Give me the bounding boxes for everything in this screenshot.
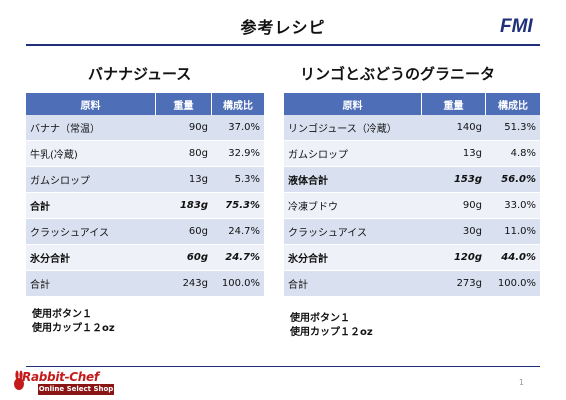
ingredient-cell: クラッシュアイス bbox=[284, 219, 422, 245]
ingredient-cell: 牛乳(冷蔵) bbox=[26, 141, 156, 167]
banana-rows: バナナ（常温） 90g 37.0% 牛乳(冷蔵) 80g 32.9% ガムシロップ 13g 5.… bbox=[26, 115, 264, 297]
ratio-cell: 24.7% bbox=[212, 245, 264, 271]
ratio-cell: 33.0% bbox=[486, 193, 540, 219]
table-row: クラッシュアイス 60g 24.7% bbox=[26, 219, 264, 245]
ingredient-cell: 液体合計 bbox=[284, 167, 422, 193]
ingredient-cell: ガムシロップ bbox=[26, 167, 156, 193]
ratio-cell: 100.0% bbox=[486, 271, 540, 297]
footer-brand: Rabbit-Chef bbox=[22, 370, 99, 384]
weight-cell: 120g bbox=[422, 245, 486, 271]
ratio-cell: 4.8% bbox=[486, 141, 540, 167]
ingredient-cell: 合計 bbox=[26, 271, 156, 297]
note-cup: 使用カップ１２oz bbox=[32, 323, 115, 334]
table-row: ガムシロップ 13g 5.3% bbox=[26, 167, 264, 193]
table-row: ガムシロップ 13g 4.8% bbox=[284, 141, 540, 167]
recipe-title-granita: リンゴとぶどうのグラニータ bbox=[300, 65, 496, 83]
weight-cell: 153g bbox=[422, 167, 486, 193]
recipe-title-banana: バナナジュース bbox=[88, 65, 192, 83]
ingredient-cell: 合計 bbox=[26, 193, 156, 219]
table-row: 合計 273g 100.0% bbox=[284, 271, 540, 297]
ratio-cell: 32.9% bbox=[212, 141, 264, 167]
weight-cell: 90g bbox=[422, 193, 486, 219]
table-row: 合計 183g 75.3% bbox=[26, 193, 264, 219]
table-row: リンゴジュース（冷蔵） 140g 51.3% bbox=[284, 115, 540, 141]
ingredient-cell: リンゴジュース（冷蔵） bbox=[284, 115, 422, 141]
fmi-logo: FMI bbox=[500, 16, 533, 36]
table-row: 牛乳(冷蔵) 80g 32.9% bbox=[26, 141, 264, 167]
table-row: 氷分合計 120g 44.0% bbox=[284, 245, 540, 271]
granita-recipe-table: 原料 重量 構成比 リンゴジュース（冷蔵） 140g 51.3% ガムシロップ 13g 4… bbox=[284, 93, 540, 297]
table-row: 液体合計 153g 56.0% bbox=[284, 167, 540, 193]
table-row: 合計 243g 100.0% bbox=[26, 271, 264, 297]
ingredient-cell: ガムシロップ bbox=[284, 141, 422, 167]
ingredient-cell: 氷分合計 bbox=[26, 245, 156, 271]
granita-notes: 使用ボタン１ 使用カップ１２oz bbox=[290, 312, 373, 340]
ratio-cell: 51.3% bbox=[486, 115, 540, 141]
page-number: 1 bbox=[518, 378, 524, 387]
weight-cell: 243g bbox=[156, 271, 212, 297]
weight-cell: 80g bbox=[156, 141, 212, 167]
ingredient-cell: クラッシュアイス bbox=[26, 219, 156, 245]
table-header-row: 原料 重量 構成比 bbox=[284, 93, 540, 115]
ratio-cell: 75.3% bbox=[212, 193, 264, 219]
ratio-cell: 100.0% bbox=[212, 271, 264, 297]
ratio-cell: 11.0% bbox=[486, 219, 540, 245]
weight-cell: 183g bbox=[156, 193, 212, 219]
footer-rule bbox=[26, 366, 540, 367]
note-cup: 使用カップ１２oz bbox=[290, 327, 373, 338]
header-ratio: 構成比 bbox=[486, 93, 540, 115]
ratio-cell: 24.7% bbox=[212, 219, 264, 245]
note-button: 使用ボタン１ bbox=[32, 309, 92, 320]
ratio-cell: 37.0% bbox=[212, 115, 264, 141]
weight-cell: 60g bbox=[156, 245, 212, 271]
table-row: 冷凍ブドウ 90g 33.0% bbox=[284, 193, 540, 219]
ingredient-cell: 合計 bbox=[284, 271, 422, 297]
banana-recipe-table: 原料 重量 構成比 バナナ（常温） 90g 37.0% 牛乳(冷蔵) 80g 32.9% ガ… bbox=[26, 93, 264, 297]
rabbit-icon bbox=[14, 370, 24, 390]
header-weight: 重量 bbox=[156, 93, 212, 115]
note-button: 使用ボタン１ bbox=[290, 313, 350, 324]
weight-cell: 140g bbox=[422, 115, 486, 141]
header-ratio: 構成比 bbox=[212, 93, 264, 115]
weight-cell: 60g bbox=[156, 219, 212, 245]
weight-cell: 30g bbox=[422, 219, 486, 245]
footer-tagline: Online Select Shop bbox=[38, 384, 114, 395]
ratio-cell: 56.0% bbox=[486, 167, 540, 193]
header-rule bbox=[26, 44, 540, 46]
fmi-logo-text: FMI bbox=[500, 16, 533, 36]
weight-cell: 90g bbox=[156, 115, 212, 141]
ingredient-cell: 冷凍ブドウ bbox=[284, 193, 422, 219]
page-title: 参考レシピ bbox=[240, 18, 326, 37]
banana-notes: 使用ボタン１ 使用カップ１２oz bbox=[32, 308, 115, 336]
ratio-cell: 44.0% bbox=[486, 245, 540, 271]
weight-cell: 13g bbox=[422, 141, 486, 167]
granita-rows: リンゴジュース（冷蔵） 140g 51.3% ガムシロップ 13g 4.8% 液体合計 153… bbox=[284, 115, 540, 297]
ingredient-cell: バナナ（常温） bbox=[26, 115, 156, 141]
ratio-cell: 5.3% bbox=[212, 167, 264, 193]
header-ingredient: 原料 bbox=[26, 93, 156, 115]
table-row: バナナ（常温） 90g 37.0% bbox=[26, 115, 264, 141]
table-row: 氷分合計 60g 24.7% bbox=[26, 245, 264, 271]
header-weight: 重量 bbox=[422, 93, 486, 115]
weight-cell: 273g bbox=[422, 271, 486, 297]
table-row: クラッシュアイス 30g 11.0% bbox=[284, 219, 540, 245]
header-ingredient: 原料 bbox=[284, 93, 422, 115]
ingredient-cell: 氷分合計 bbox=[284, 245, 422, 271]
weight-cell: 13g bbox=[156, 167, 212, 193]
table-header-row: 原料 重量 構成比 bbox=[26, 93, 264, 115]
